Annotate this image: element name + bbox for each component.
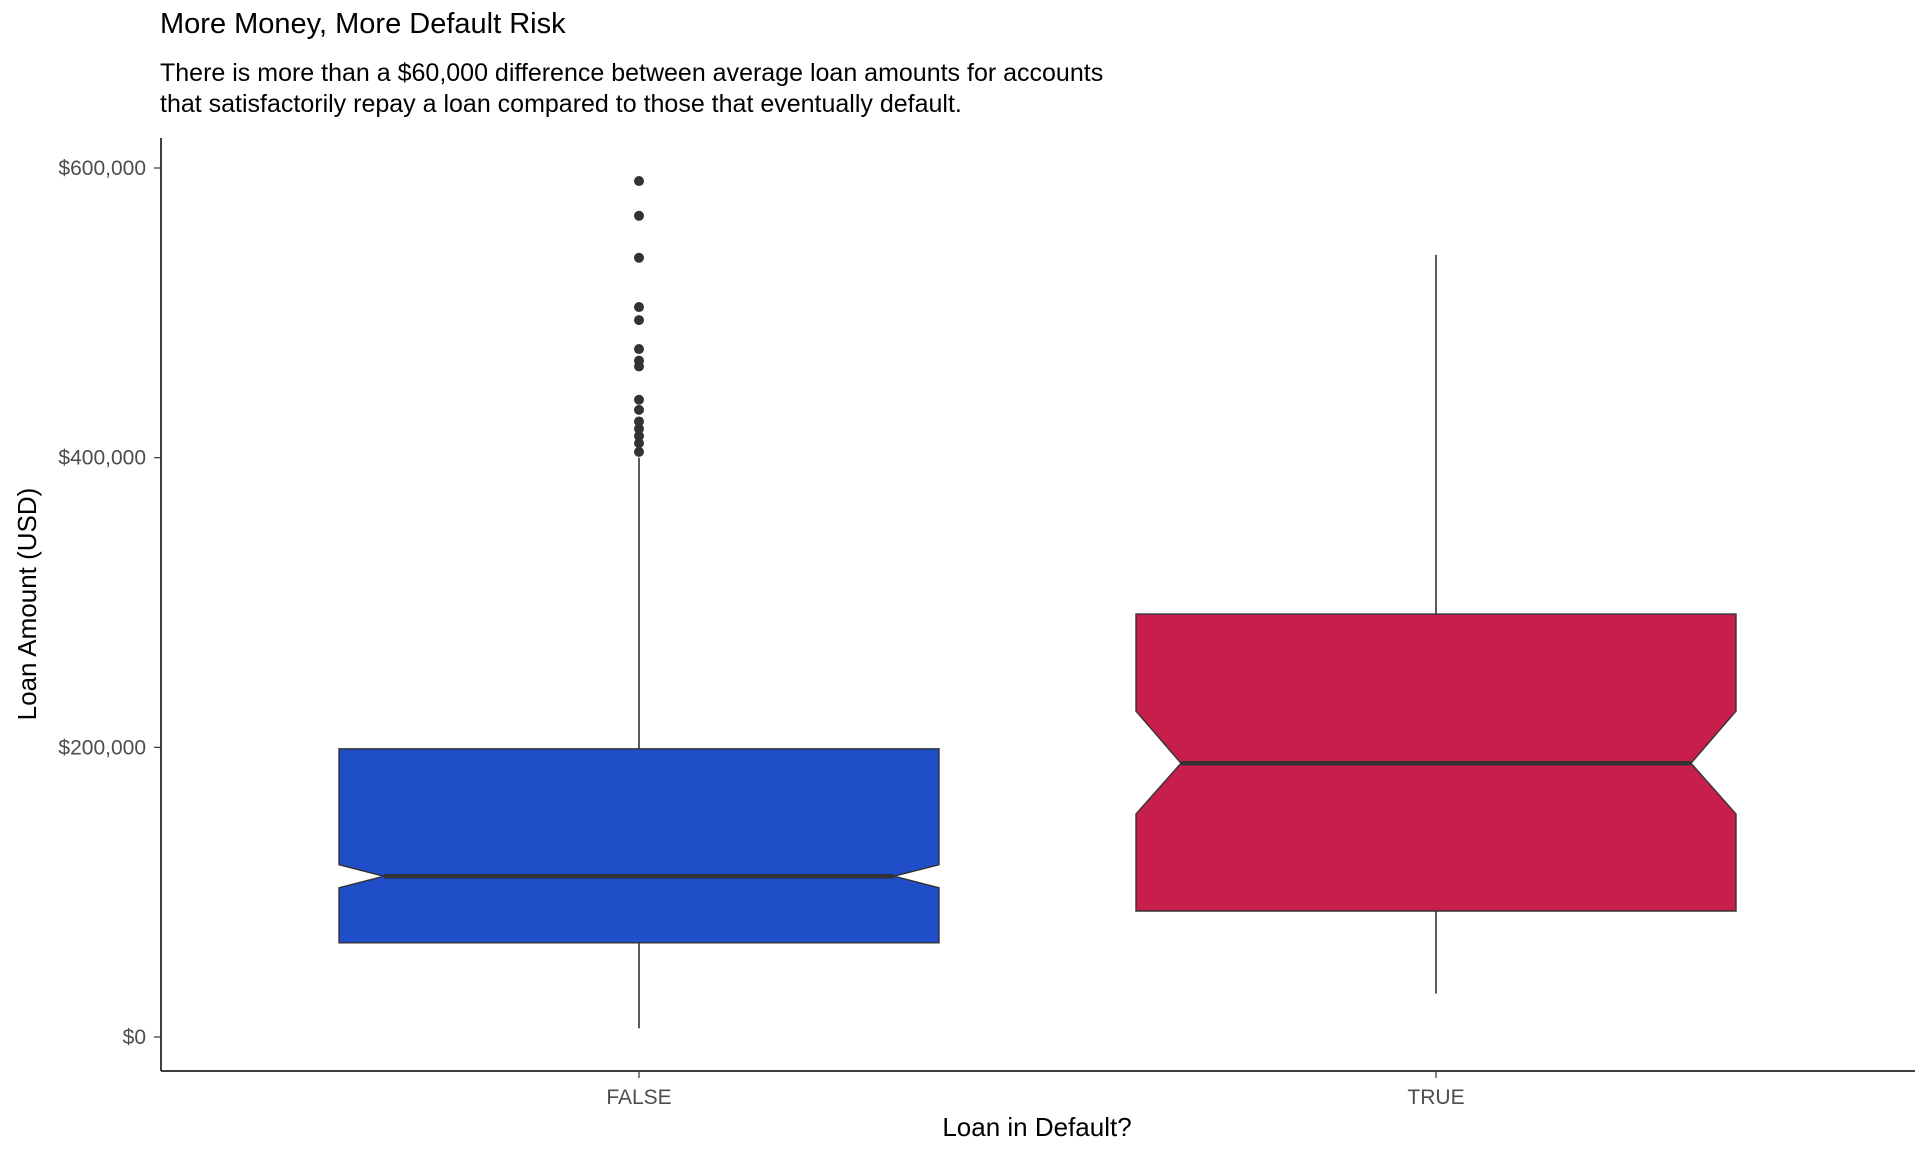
chart-subtitle: There is more than a $60,000 difference … xyxy=(160,58,1103,120)
outlier-point xyxy=(634,176,644,187)
chart-title: More Money, More Default Risk xyxy=(160,8,566,40)
outlier-point xyxy=(634,252,644,263)
y-tick-label: $200,000 xyxy=(58,736,146,759)
plot-marks xyxy=(338,176,1737,1029)
x-axis-title: Loan in Default? xyxy=(942,1112,1131,1142)
x-tick-label: TRUE xyxy=(1407,1086,1464,1109)
outlier-point xyxy=(634,302,644,313)
subtitle-line-1: There is more than a $60,000 difference … xyxy=(160,59,1104,87)
outlier-point xyxy=(634,423,644,434)
y-axis-ticks: $0 $200,000 $400,000 $600,000 xyxy=(58,157,161,1049)
outlier-point xyxy=(634,404,644,415)
y-tick-label: $600,000 xyxy=(58,157,146,180)
box-false xyxy=(338,748,940,944)
outlier-point xyxy=(634,394,644,405)
outlier-point xyxy=(634,344,644,355)
x-axis-ticks: FALSE TRUE xyxy=(606,1071,1465,1109)
y-tick-label: $400,000 xyxy=(58,447,146,470)
x-tick-label: FALSE xyxy=(606,1086,671,1109)
outlier-point xyxy=(634,315,644,326)
outlier-point xyxy=(634,210,644,221)
outlier-point xyxy=(634,416,644,427)
subtitle-line-2: that satisfactorily repay a loan compare… xyxy=(160,90,962,118)
outlier-point xyxy=(634,355,644,366)
outlier-point xyxy=(634,430,644,441)
outlier-point xyxy=(634,446,644,457)
y-tick-label: $0 xyxy=(123,1026,146,1049)
outlier-point xyxy=(634,438,644,449)
y-axis-title: Loan Amount (USD) xyxy=(12,488,42,721)
